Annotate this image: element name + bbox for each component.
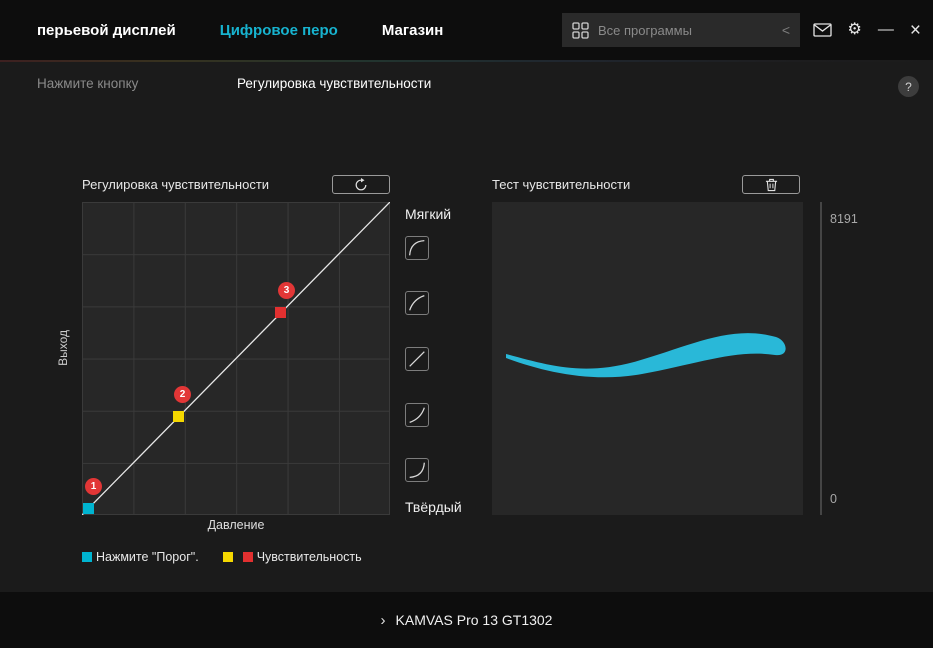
x-axis-label: Давление	[207, 518, 265, 532]
pressure-panel-title: Регулировка чувствительности	[82, 177, 270, 192]
threshold-legend-label: Нажмите "Порог".	[96, 550, 199, 564]
all-programs-selector[interactable]: <	[562, 13, 800, 47]
soft-label: Мягкий	[405, 206, 452, 222]
curve-preset-icon	[409, 351, 425, 367]
device-name: KAMVAS Pro 13 GT1302	[395, 612, 553, 628]
preset-softest-button[interactable]	[405, 236, 429, 260]
point-badge-3: 3	[278, 282, 295, 299]
device-chevron-icon: ›	[380, 611, 386, 629]
mail-icon[interactable]	[812, 23, 832, 37]
subnav-press-key[interactable]: Нажмите кнопку	[37, 76, 139, 91]
window-controls: ⚙ — ×	[812, 0, 921, 60]
clear-canvas-button[interactable]	[742, 175, 800, 194]
test-stroke	[506, 333, 786, 378]
pressure-scale-track	[820, 202, 822, 515]
sensitivity-swatch	[242, 552, 253, 562]
curve-preset-icon	[409, 462, 425, 478]
curve-legend: Нажмите "Порог". Чувствительность	[82, 550, 362, 564]
preset-hardest-button[interactable]	[405, 458, 429, 482]
reset-curve-button[interactable]	[332, 175, 390, 194]
chevron-left-icon[interactable]: <	[781, 22, 790, 38]
pressure-curve-line	[82, 202, 390, 515]
preset-hard-button[interactable]	[405, 403, 429, 427]
device-bar[interactable]: › KAMVAS Pro 13 GT1302	[0, 592, 933, 648]
tab-digital-pen[interactable]: Цифровое перо	[219, 21, 338, 39]
y-axis-label: Выход	[56, 330, 70, 366]
test-panel-title: Тест чувствительности	[492, 177, 631, 192]
subnav-sensitivity[interactable]: Регулировка чувствительности	[237, 76, 432, 91]
point-badge-2: 2	[174, 386, 191, 403]
minimize-icon[interactable]: —	[877, 21, 894, 38]
sensitivity-legend-label: Чувствительность	[256, 550, 362, 564]
divider-gradient	[0, 60, 933, 62]
curve-preset-icon	[409, 295, 425, 311]
preset-linear-button[interactable]	[405, 347, 429, 371]
pressure-test-canvas[interactable]	[492, 202, 803, 515]
tab-store[interactable]: Магазин	[381, 21, 444, 39]
mid-swatch	[222, 552, 233, 562]
apps-grid-icon	[572, 21, 589, 39]
gear-icon[interactable]: ⚙	[847, 21, 862, 38]
curve-preset-icon	[409, 407, 425, 423]
refresh-icon	[355, 177, 367, 190]
trash-icon	[765, 178, 777, 191]
tab-pen-display[interactable]: перьевой дисплей	[37, 21, 176, 39]
titlebar: перьевой дисплей Цифровое перо Магазин <…	[0, 0, 933, 60]
pressure-scale-max: 8191	[830, 212, 858, 226]
curve-point-sensitivity[interactable]	[275, 307, 286, 318]
curve-point-mid[interactable]	[173, 411, 184, 422]
pressure-curve-chart[interactable]: 1 2 3	[82, 202, 390, 515]
all-programs-input[interactable]	[598, 22, 776, 38]
pressure-scale-min: 0	[830, 492, 837, 506]
help-button[interactable]: ?	[898, 76, 919, 97]
main-tabs: перьевой дисплей Цифровое перо Магазин	[37, 0, 443, 60]
point-badge-1: 1	[85, 478, 102, 495]
curve-preset-icon	[409, 240, 425, 256]
curve-point-threshold[interactable]	[83, 503, 94, 514]
close-icon[interactable]: ×	[909, 19, 921, 41]
subnav: Нажмите кнопку Регулировка чувствительно…	[0, 62, 933, 106]
threshold-swatch	[82, 552, 92, 562]
preset-soft-button[interactable]	[405, 291, 429, 315]
hard-label: Твёрдый	[405, 499, 462, 515]
